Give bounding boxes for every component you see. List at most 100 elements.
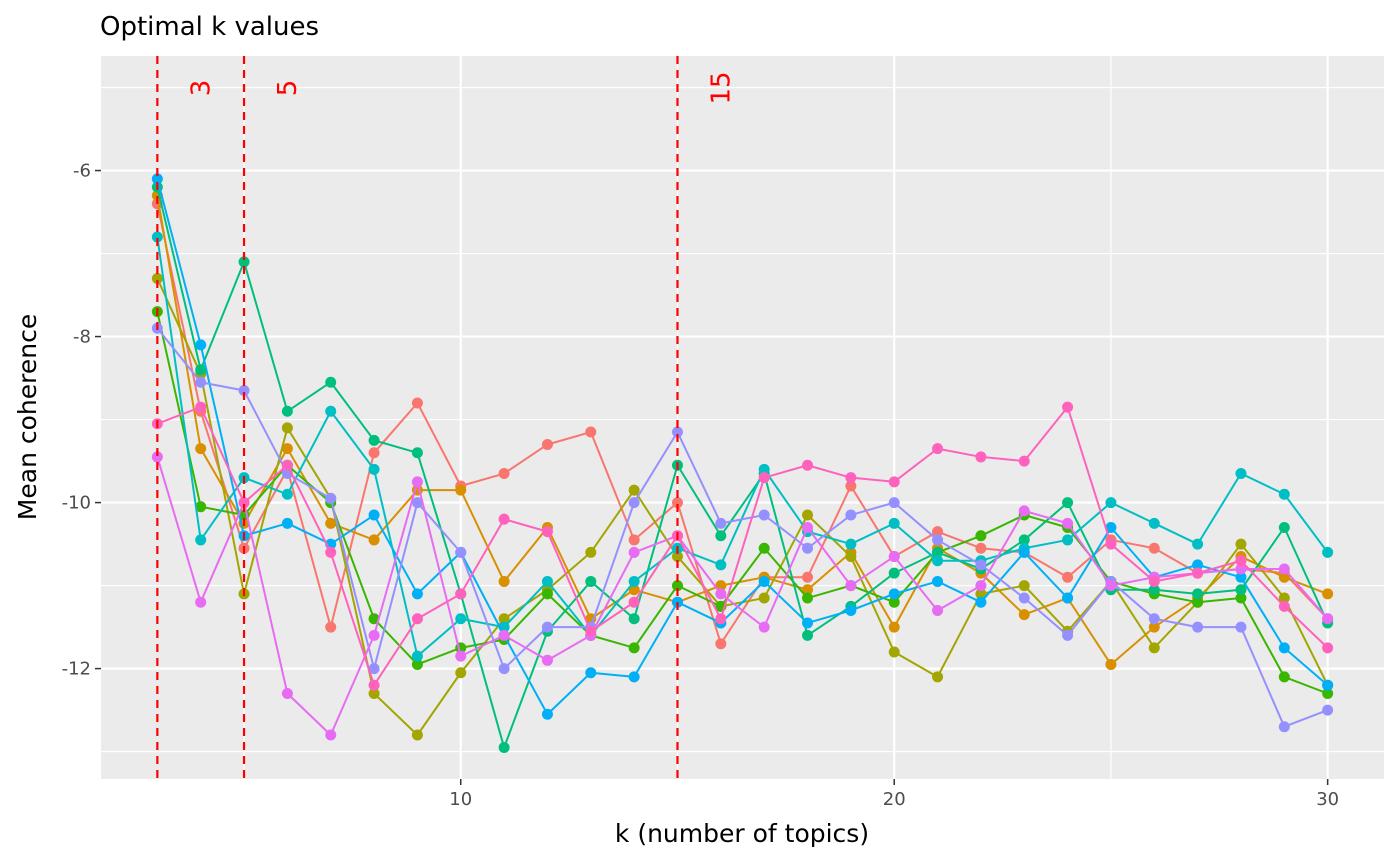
data-point <box>975 559 987 571</box>
data-point <box>368 663 380 675</box>
data-point <box>802 592 814 604</box>
data-point <box>932 555 944 567</box>
data-point <box>932 526 944 538</box>
data-point <box>888 567 900 579</box>
data-point <box>671 497 683 509</box>
data-point <box>151 272 163 284</box>
data-point <box>845 604 857 616</box>
data-point <box>585 667 597 679</box>
series-9 <box>151 451 1334 741</box>
data-point <box>1322 642 1334 654</box>
plot-panel <box>101 56 1384 779</box>
data-point <box>411 650 423 662</box>
data-point <box>1018 580 1030 592</box>
data-point <box>802 629 814 641</box>
y-tick-label: -8 <box>73 327 91 348</box>
data-point <box>281 459 293 471</box>
series-layer <box>151 173 1334 753</box>
data-point <box>1062 629 1074 641</box>
data-point <box>715 588 727 600</box>
data-point <box>1192 621 1204 633</box>
data-point <box>151 451 163 463</box>
data-point <box>802 542 814 554</box>
y-axis-ticks: -6 -8 -10 -12 <box>62 161 101 680</box>
x-tick-label: 20 <box>883 789 906 810</box>
data-point <box>845 538 857 550</box>
reference-label-k3: 3 <box>186 80 216 97</box>
data-point <box>411 476 423 488</box>
data-point <box>1322 613 1334 625</box>
data-point <box>628 497 640 509</box>
data-point <box>411 497 423 509</box>
data-point <box>1192 567 1204 579</box>
data-point <box>541 575 553 587</box>
data-point <box>325 492 337 504</box>
data-point <box>1148 642 1160 654</box>
data-point <box>802 509 814 521</box>
x-tick-label: 10 <box>449 789 472 810</box>
data-point <box>715 580 727 592</box>
data-point <box>758 463 770 475</box>
data-point <box>888 551 900 563</box>
data-point <box>1018 609 1030 621</box>
data-point <box>1235 584 1247 596</box>
data-point <box>585 625 597 637</box>
data-point <box>845 580 857 592</box>
data-point <box>1148 584 1160 596</box>
data-point <box>758 621 770 633</box>
data-point <box>758 575 770 587</box>
data-point <box>1105 521 1117 533</box>
data-point <box>195 501 207 513</box>
data-point <box>1062 401 1074 413</box>
data-point <box>455 588 467 600</box>
data-point <box>802 617 814 629</box>
series-line <box>156 456 1329 737</box>
data-point <box>281 443 293 455</box>
minor-gridlines <box>101 56 1384 779</box>
data-point <box>498 629 510 641</box>
data-point <box>758 472 770 484</box>
data-point <box>975 451 987 463</box>
chart-title: Optimal k values <box>100 12 319 42</box>
data-point <box>888 588 900 600</box>
data-point <box>628 613 640 625</box>
reference-lines: 3 5 15 <box>156 56 736 779</box>
data-point <box>932 534 944 546</box>
data-point <box>1105 538 1117 550</box>
data-point <box>368 679 380 691</box>
data-point <box>932 443 944 455</box>
data-point <box>671 426 683 438</box>
data-point <box>1322 546 1334 558</box>
data-point <box>1235 571 1247 583</box>
data-point <box>628 575 640 587</box>
data-point <box>238 256 250 268</box>
data-point <box>195 443 207 455</box>
data-point <box>195 376 207 388</box>
reference-label-k5: 5 <box>273 80 303 97</box>
data-point <box>1235 592 1247 604</box>
data-point <box>802 521 814 533</box>
x-axis-label: k (number of topics) <box>615 819 869 848</box>
data-point <box>1235 538 1247 550</box>
data-point <box>1105 497 1117 509</box>
data-point <box>325 376 337 388</box>
y-axis-label: Mean coherence <box>13 314 42 520</box>
data-point <box>802 571 814 583</box>
data-point <box>845 551 857 563</box>
data-point <box>1278 571 1290 583</box>
data-point <box>1235 468 1247 480</box>
data-point <box>498 468 510 480</box>
data-point <box>628 484 640 496</box>
data-point <box>1062 571 1074 583</box>
data-point <box>498 613 510 625</box>
data-point <box>1278 563 1290 575</box>
data-point <box>455 546 467 558</box>
data-point <box>715 613 727 625</box>
data-point <box>411 447 423 459</box>
data-point <box>455 484 467 496</box>
data-point <box>281 517 293 529</box>
data-point <box>281 688 293 700</box>
data-point <box>1018 546 1030 558</box>
data-point <box>368 509 380 521</box>
data-point <box>1322 688 1334 700</box>
